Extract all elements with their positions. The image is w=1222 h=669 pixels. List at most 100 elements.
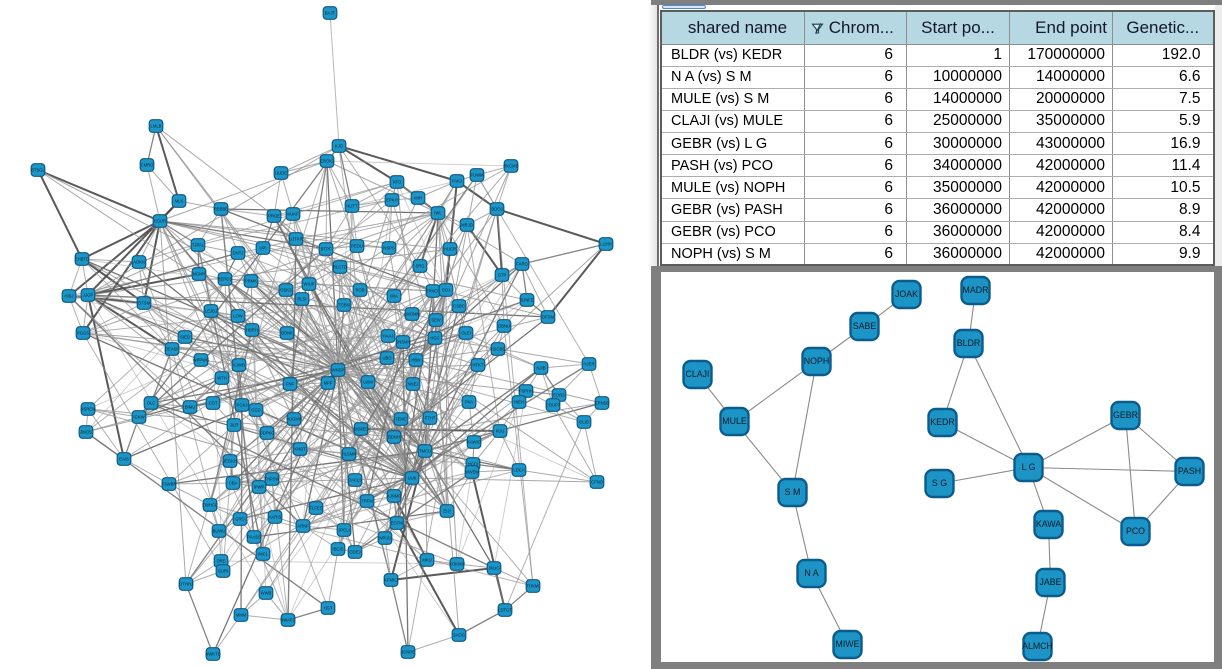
svg-text:GTP: GTP <box>498 273 507 278</box>
svg-text:NSPS: NSPS <box>383 246 395 251</box>
svg-text:IWL: IWL <box>434 211 442 216</box>
svg-text:DEASF: DEASF <box>165 347 179 352</box>
svg-text:DBNU: DBNU <box>498 324 510 329</box>
svg-text:BERGS: BERGS <box>218 277 233 282</box>
svg-text:S M: S M <box>784 487 800 497</box>
svg-text:BUWU: BUWU <box>213 529 226 534</box>
svg-text:SRNSB: SRNSB <box>595 401 610 406</box>
svg-text:KFO: KFO <box>393 180 402 185</box>
svg-text:RKCMD: RKCMD <box>503 164 518 169</box>
svg-text:PLSI: PLSI <box>297 297 306 302</box>
svg-text:FUWM: FUWM <box>470 173 484 178</box>
svg-text:PCO: PCO <box>1125 526 1144 536</box>
svg-text:SKMEC: SKMEC <box>354 427 369 432</box>
svg-text:PEOU: PEOU <box>351 244 363 249</box>
svg-text:DRE: DRE <box>217 559 226 564</box>
svg-text:HUGMH: HUGMH <box>286 417 302 422</box>
svg-text:EIJI: EIJI <box>443 509 450 514</box>
svg-text:TRFM: TRFM <box>361 499 373 504</box>
svg-text:JILR: JILR <box>230 423 239 428</box>
svg-text:HIEN: HIEN <box>514 400 524 405</box>
svg-text:LUHH: LUHH <box>600 242 611 247</box>
svg-text:OSKS: OSKS <box>280 288 292 293</box>
svg-text:COUPT: COUPT <box>546 403 561 408</box>
svg-text:CLAJI: CLAJI <box>685 369 709 379</box>
svg-text:UPI: UPI <box>260 246 267 251</box>
svg-text:L G: L G <box>1021 462 1035 472</box>
svg-text:BTSGL: BTSGL <box>31 168 45 173</box>
svg-text:HUCR: HUCR <box>444 247 456 252</box>
svg-text:RBBBE: RBBBE <box>214 207 228 212</box>
svg-text:BLDR: BLDR <box>956 338 979 348</box>
svg-text:JEGKH: JEGKH <box>223 459 237 464</box>
svg-text:LDCA: LDCA <box>513 468 524 473</box>
svg-text:SAOG: SAOG <box>453 633 465 638</box>
svg-text:MULE: MULE <box>722 416 747 426</box>
svg-text:OLID: OLID <box>579 420 589 425</box>
svg-text:IBCIS: IBCIS <box>333 547 344 552</box>
svg-text:EGUR: EGUR <box>154 219 166 224</box>
svg-text:THKMI: THKMI <box>526 584 539 589</box>
svg-text:AARIS: AARIS <box>269 515 282 520</box>
svg-text:TCBN: TCBN <box>338 303 349 308</box>
svg-text:S G: S G <box>931 478 946 488</box>
svg-text:ODPKG: ODPKG <box>259 431 274 436</box>
svg-text:CFNO: CFNO <box>591 480 604 485</box>
svg-text:IMCL: IMCL <box>258 552 269 557</box>
svg-text:LDTGT: LDTGT <box>498 608 512 613</box>
svg-text:ALMCH: ALMCH <box>1022 641 1053 651</box>
svg-text:CGT: CGT <box>209 401 218 406</box>
svg-text:KAWIO: KAWIO <box>467 440 482 445</box>
svg-text:SIED: SIED <box>180 335 190 340</box>
svg-text:SEW: SEW <box>431 318 441 323</box>
svg-text:DACLS: DACLS <box>348 478 362 483</box>
svg-text:BJNFE: BJNFE <box>520 298 533 303</box>
svg-text:JPCLI: JPCLI <box>338 528 349 533</box>
svg-text:UBO: UBO <box>382 356 392 361</box>
svg-text:LMLB: LMLB <box>151 124 162 129</box>
svg-text:OLEI: OLEI <box>461 331 471 336</box>
svg-text:FSPHH: FSPHH <box>519 389 533 394</box>
svg-text:WPPWG: WPPWG <box>193 358 210 363</box>
svg-text:WNSP: WNSP <box>332 368 345 373</box>
svg-text:OLC: OLC <box>147 401 156 406</box>
svg-text:DTSM: DTSM <box>138 301 150 306</box>
svg-text:CMRO: CMRO <box>141 163 155 168</box>
svg-text:WIUP: WIUP <box>304 282 315 287</box>
svg-text:WWB: WWB <box>261 591 272 596</box>
svg-text:HLSMN: HLSMN <box>342 452 357 457</box>
svg-text:AJNMC: AJNMC <box>387 494 401 499</box>
svg-text:KFMKJ: KFMKJ <box>384 578 398 583</box>
svg-text:MPF: MPF <box>324 381 333 386</box>
svg-text:PGGS: PGGS <box>77 331 89 336</box>
svg-text:AOKN: AOKN <box>133 260 145 265</box>
svg-text:FLFES: FLFES <box>309 506 322 511</box>
svg-text:NOPH: NOPH <box>803 356 828 366</box>
svg-text:LOW: LOW <box>233 314 243 319</box>
svg-text:BDOJ: BDOJ <box>491 207 502 212</box>
svg-text:MMM: MMM <box>236 613 247 618</box>
svg-text:PROE: PROE <box>268 214 280 219</box>
svg-text:MWEM: MWEM <box>465 470 479 475</box>
svg-text:DFSM: DFSM <box>542 315 554 320</box>
svg-text:SNSMH: SNSMH <box>395 340 410 345</box>
svg-text:HCCI: HCCI <box>468 462 478 467</box>
svg-text:EWHCE: EWHCE <box>202 503 218 508</box>
svg-text:KUU: KUU <box>496 429 505 434</box>
svg-text:KNBT: KNBT <box>294 447 306 452</box>
svg-text:SOJ: SOJ <box>442 288 450 293</box>
svg-text:BDNH: BDNH <box>388 435 400 440</box>
svg-text:MIWE: MIWE <box>835 639 859 649</box>
svg-text:OTHHJ: OTHHJ <box>179 582 193 587</box>
svg-text:HBM: HBM <box>411 358 421 363</box>
svg-text:KUKF: KUKF <box>287 212 299 217</box>
svg-text:UUDE: UUDE <box>275 171 287 176</box>
svg-text:PASH: PASH <box>1177 466 1200 476</box>
svg-text:HSGBE: HSGBE <box>491 347 506 352</box>
svg-text:BAJT: BAJT <box>325 11 336 16</box>
svg-text:MIA: MIA <box>390 294 398 299</box>
svg-text:EOBS: EOBS <box>553 393 565 398</box>
svg-text:TMCU: TMCU <box>419 449 431 454</box>
svg-text:ARNF: ARNF <box>297 524 309 529</box>
svg-text:KAWA: KAWA <box>1035 519 1060 529</box>
